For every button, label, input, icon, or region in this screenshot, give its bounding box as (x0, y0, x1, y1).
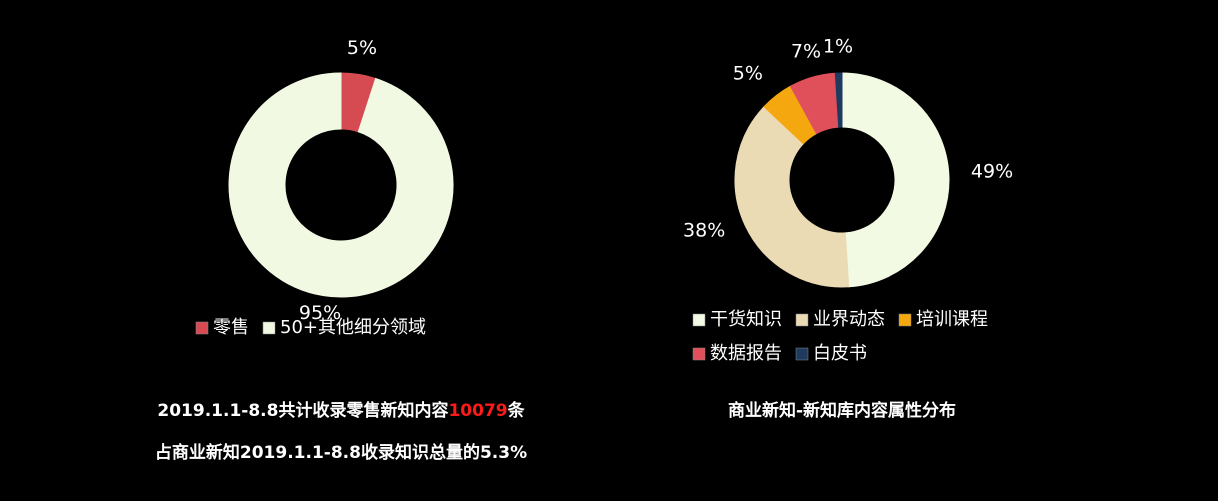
legend-label: 数据报告 (710, 343, 782, 364)
value-label: 38% (683, 219, 725, 241)
legend-item: 业界动态 (795, 309, 885, 330)
legend-marker (692, 313, 706, 327)
legend-label: 50+其他细分领域 (280, 317, 426, 338)
slice (228, 72, 454, 298)
caption-part: 条 (507, 400, 526, 421)
value-label: 95% (299, 302, 341, 324)
slice (734, 106, 850, 288)
caption-part: 占商业新知2019.1.1-8.8收录知识总量的5.3% (155, 442, 527, 463)
legend-marker (262, 321, 276, 335)
legend-item: 50+其他细分领域 (262, 317, 426, 338)
value-label: 49% (971, 160, 1013, 182)
chart-title: 商业新知-新知库内容属性分布 (728, 400, 956, 421)
legend-item: 零售 (195, 317, 249, 338)
slice (841, 72, 950, 288)
legend-marker (898, 313, 912, 327)
legend-marker (195, 321, 209, 335)
legend-item: 培训课程 (898, 309, 988, 330)
caption: 2019.1.1-8.8共计收录零售新知内容10079条 (157, 400, 525, 421)
slice (834, 72, 843, 128)
legend-marker (692, 347, 706, 361)
legend-item: 干货知识 (692, 309, 782, 330)
legend-marker (795, 347, 809, 361)
value-label: 5% (347, 37, 377, 59)
legend-label: 零售 (213, 317, 249, 338)
legend-item: 数据报告 (692, 343, 782, 364)
legend-marker (795, 313, 809, 327)
caption-part: 2019.1.1-8.8共计收录零售新知内容 (157, 400, 448, 421)
caption: 占商业新知2019.1.1-8.8收录知识总量的5.3% (155, 442, 527, 463)
caption-part: 10079 (448, 401, 507, 421)
legend-item: 白皮书 (795, 343, 867, 364)
value-label: 5% (733, 63, 763, 85)
legend-label: 干货知识 (710, 309, 782, 330)
value-label: 7% (791, 41, 821, 63)
value-label: 1% (823, 36, 853, 58)
legend-label: 培训课程 (916, 309, 988, 330)
legend-label: 业界动态 (813, 309, 885, 330)
legend-label: 白皮书 (813, 343, 867, 364)
